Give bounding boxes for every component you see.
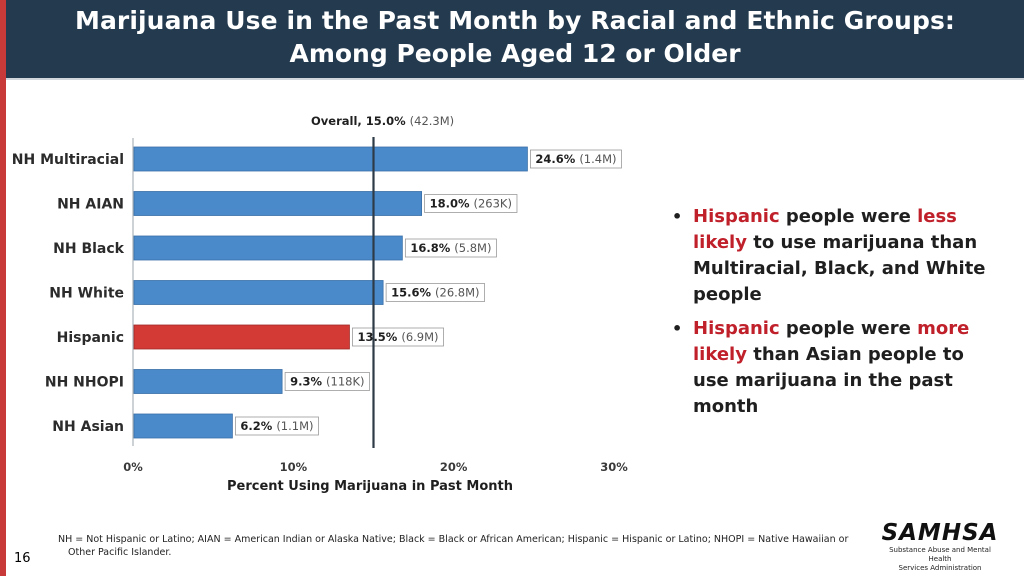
- bar-hispanic: [133, 324, 350, 350]
- logo-subtitle-line-2: Services Administration: [898, 564, 982, 572]
- data-label-box: [235, 416, 319, 436]
- logo-subtitle-line-1: Substance Abuse and Mental Health: [889, 546, 991, 563]
- data-label-value: 24.6%: [535, 152, 575, 166]
- category-label: NH Black: [53, 241, 125, 257]
- bar-nh-black: [133, 235, 403, 261]
- x-tick-label: 30%: [600, 460, 628, 474]
- bullet-highlight-group: Hispanic: [693, 206, 780, 227]
- slide-title-line-1: Marijuana Use in the Past Month by Racia…: [74, 6, 956, 35]
- data-label-count: (26.8M): [435, 286, 480, 300]
- data-label-value: 15.6%: [391, 286, 431, 300]
- data-label-box: [404, 238, 497, 258]
- data-label-value: 6.2%: [240, 419, 272, 433]
- data-label-box: [284, 372, 370, 391]
- data-label-box: [424, 194, 518, 213]
- slide-title-line-2: Among People Aged 12 or Older: [289, 39, 741, 68]
- data-label-box: [352, 327, 444, 347]
- x-axis-title: Percent Using Marijuana in Past Month: [227, 479, 513, 494]
- bar-nh-aian: [133, 191, 423, 216]
- reference-label-value: Overall, 15.0%: [311, 114, 406, 128]
- bar-nh-white: [133, 280, 384, 305]
- data-label-count: (118K): [326, 375, 364, 389]
- bar-nh-multiracial: [133, 146, 528, 172]
- bullet-text: people were: [779, 206, 918, 227]
- bullet-highlight-group: Hispanic: [693, 318, 780, 339]
- footnote-line-1: NH = Not Hispanic or Latino; AIAN = Amer…: [58, 534, 849, 545]
- category-label: Hispanic: [57, 330, 124, 346]
- reference-label-count: (42.3M): [410, 114, 455, 128]
- x-tick-label: 10%: [280, 460, 308, 474]
- footnote: NH = Not Hispanic or Latino; AIAN = Amer…: [58, 533, 858, 559]
- bullet-dot-icon: •: [672, 207, 683, 226]
- data-label-value: 16.8%: [410, 241, 450, 255]
- bullet-dot-icon: •: [672, 319, 683, 338]
- x-tick-label: 0%: [123, 460, 143, 474]
- bar-nh-nhopi: [133, 369, 283, 394]
- title-banner: Marijuana Use in the Past Month by Racia…: [6, 0, 1024, 78]
- bullet-list: • Hispanic people were less likely to us…: [670, 204, 1000, 428]
- data-label-box: [530, 149, 622, 169]
- category-label: NH White: [49, 286, 124, 302]
- data-label-value: 9.3%: [290, 375, 322, 389]
- x-tick-label: 20%: [440, 460, 468, 474]
- category-label: NH Multiracial: [12, 152, 124, 168]
- bullet-text: to use marijuana than Multiracial, Black…: [693, 232, 986, 305]
- footnote-line-2: Other Pacific Islander.: [68, 547, 172, 558]
- bar-nh-asian: [133, 413, 233, 439]
- bullet-text: people were: [779, 318, 918, 339]
- data-label-count: (1.4M): [579, 152, 616, 166]
- data-label-value: 13.5%: [357, 330, 397, 344]
- page-number: 16: [14, 551, 31, 566]
- data-label-count: (6.9M): [401, 330, 438, 344]
- data-label-box: [385, 283, 485, 302]
- bar-chart: NH Multiracial 24.6% (1.4M) NH AIAN 18.0% (26…: [12, 114, 628, 494]
- data-label-count: (5.8M): [454, 241, 491, 255]
- samhsa-logo: SAMHSA Substance Abuse and Mental Health…: [880, 520, 1000, 573]
- category-label: NH NHOPI: [45, 375, 124, 391]
- data-label-count: (263K): [474, 197, 512, 211]
- left-accent-stripe: [0, 0, 6, 576]
- category-label: NH Asian: [52, 419, 124, 435]
- bullet-item: • Hispanic people were less likely to us…: [670, 204, 1000, 308]
- bullet-highlight-comparison: more likely: [693, 318, 970, 365]
- category-label: NH AIAN: [57, 197, 124, 213]
- data-label-count: (1.1M): [276, 419, 313, 433]
- title-divider: [6, 78, 1024, 80]
- bullet-highlight-comparison: less likely: [693, 206, 957, 253]
- bullet-item: • Hispanic people were more likely than …: [670, 316, 1000, 420]
- logo-wordmark: SAMHSA: [881, 520, 999, 546]
- data-label-value: 18.0%: [430, 197, 470, 211]
- bullet-text: than Asian people to use marijuana in th…: [693, 344, 964, 417]
